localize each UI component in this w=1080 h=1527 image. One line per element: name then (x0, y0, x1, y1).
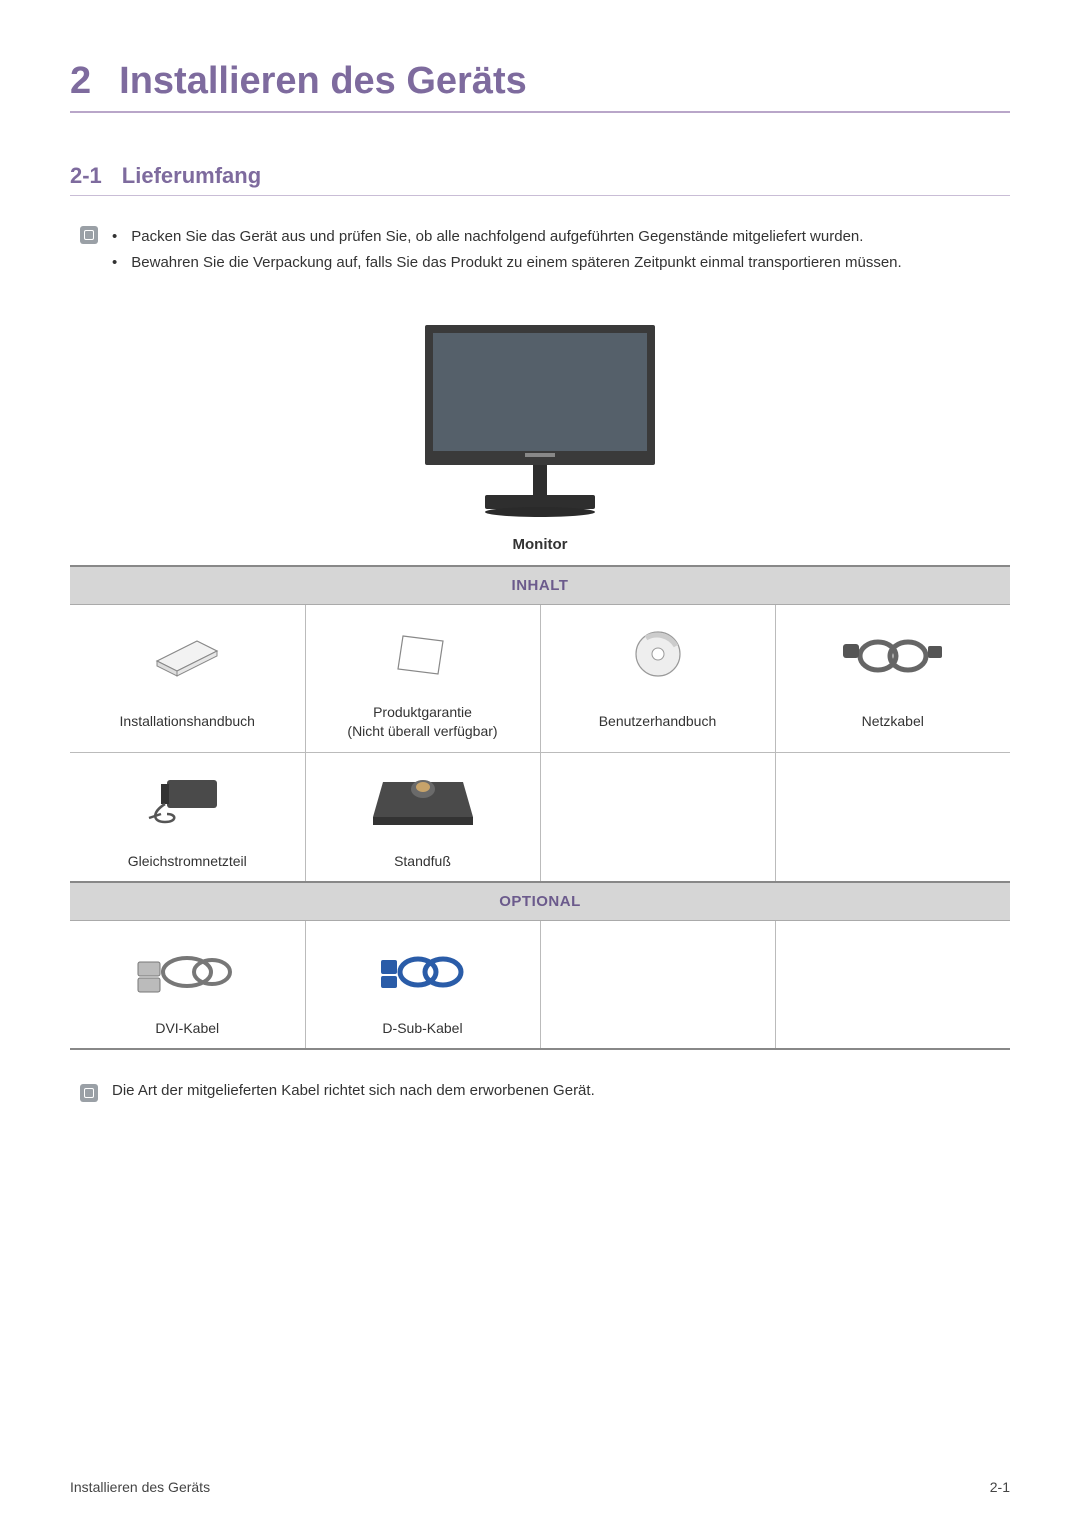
cell-label: D-Sub-Kabel (305, 1013, 540, 1050)
intro-bullet: Bewahren Sie die Verpackung auf, falls S… (112, 250, 902, 276)
note-icon (80, 1084, 98, 1102)
cell-label: Installationshandbuch (70, 697, 305, 753)
booklet-icon (142, 626, 232, 681)
monitor-caption: Monitor (70, 536, 1010, 553)
table-row: DVI-Kabel D-Sub-Kabel (70, 1013, 1010, 1050)
intro-bullet-list: Packen Sie das Gerät aus und prüfen Sie,… (112, 224, 902, 275)
dvi-cable-icon (132, 942, 242, 997)
table-header-optional: OPTIONAL (70, 882, 1010, 921)
dsub-cable-icon (373, 942, 473, 997)
intro-note: Packen Sie das Gerät aus und prüfen Sie,… (80, 224, 1010, 275)
cell-produktgarantie-img (305, 605, 540, 697)
sheet-icon (388, 626, 458, 681)
section-number: 2-1 (70, 163, 102, 189)
footer-right: 2-1 (990, 1479, 1010, 1495)
power-cable-icon (838, 626, 948, 681)
cell-label: Produktgarantie (Nicht überall verfügbar… (305, 697, 540, 753)
adapter-icon (137, 772, 237, 832)
footer-left: Installieren des Geräts (70, 1479, 210, 1495)
table-header-inhalt: INHALT (70, 566, 1010, 605)
footnote: Die Art der mitgelieferten Kabel richtet… (80, 1082, 1010, 1102)
stand-icon (363, 767, 483, 837)
cell-label: DVI-Kabel (70, 1013, 305, 1050)
intro-bullet: Packen Sie das Gerät aus und prüfen Sie,… (112, 224, 902, 250)
cell-netzkabel-img (775, 605, 1010, 697)
cell-gleichstromnetzteil-img (70, 752, 305, 846)
cell-dvikabel-img (70, 921, 305, 1013)
cell-dsubkabel-img (305, 921, 540, 1013)
table-row (70, 752, 1010, 846)
contents-table: INHALT (70, 565, 1010, 1050)
cell-empty (540, 752, 775, 846)
page-footer: Installieren des Geräts 2-1 (70, 1479, 1010, 1495)
disc-icon (628, 626, 688, 681)
cell-label: Standfuß (305, 846, 540, 883)
table-row: Gleichstromnetzteil Standfuß (70, 846, 1010, 883)
cell-benutzerhandbuch-img (540, 605, 775, 697)
section-title: Lieferumfang (122, 163, 261, 189)
cell-label: Gleichstromnetzteil (70, 846, 305, 883)
cell-empty (775, 846, 1010, 883)
cell-empty (540, 1013, 775, 1050)
table-row: Installationshandbuch Produktgarantie (N… (70, 697, 1010, 753)
monitor-figure: Monitor (70, 315, 1010, 553)
cell-empty (775, 752, 1010, 846)
table-row (70, 605, 1010, 697)
cell-empty (540, 846, 775, 883)
chapter-heading: 2 Installieren des Geräts (70, 60, 1010, 113)
cell-empty (540, 921, 775, 1013)
chapter-number: 2 (70, 60, 91, 103)
section-heading: 2-1 Lieferumfang (70, 163, 1010, 196)
cell-standfuss-img (305, 752, 540, 846)
cell-label: Benutzerhandbuch (540, 697, 775, 753)
table-row (70, 921, 1010, 1013)
cell-installationshandbuch-img (70, 605, 305, 697)
monitor-icon (395, 315, 685, 525)
cell-empty (775, 921, 1010, 1013)
chapter-title: Installieren des Geräts (119, 60, 527, 103)
cell-empty (775, 1013, 1010, 1050)
footnote-text: Die Art der mitgelieferten Kabel richtet… (112, 1082, 595, 1099)
cell-label: Netzkabel (775, 697, 1010, 753)
note-icon (80, 226, 98, 244)
